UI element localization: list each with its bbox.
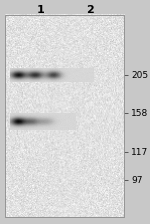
Text: 1: 1	[37, 5, 44, 15]
Text: 97: 97	[131, 176, 143, 185]
Text: 158: 158	[131, 109, 148, 118]
Bar	[4, 15, 124, 217]
Text: 117: 117	[131, 148, 148, 157]
Text: 2: 2	[86, 5, 94, 15]
Text: 205: 205	[131, 71, 148, 80]
